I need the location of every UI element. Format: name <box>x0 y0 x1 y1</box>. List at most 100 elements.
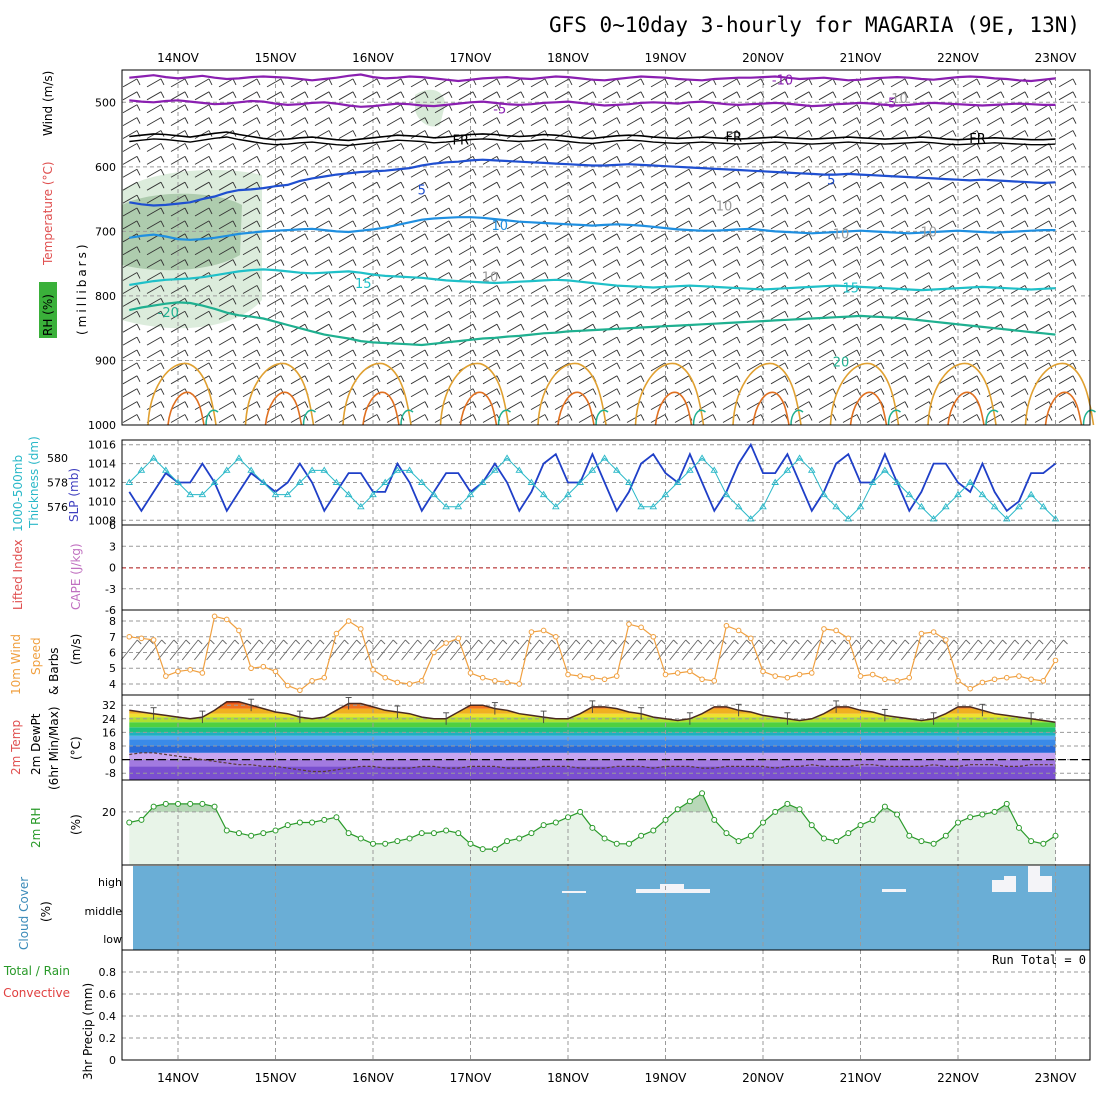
wind-barb <box>818 155 837 165</box>
wind-barb <box>146 310 165 320</box>
wind10m-point <box>565 671 571 678</box>
wind-barb <box>1034 349 1053 359</box>
wind-barb <box>410 414 429 423</box>
rh2m-point <box>820 835 827 842</box>
warm-contour <box>654 391 693 426</box>
rh2m-point <box>491 846 498 853</box>
wind-barb <box>938 323 957 333</box>
wind10m-point <box>248 665 254 672</box>
wind-barb <box>962 414 981 423</box>
wind10m-barb <box>986 639 1003 661</box>
wind-barb <box>866 155 885 165</box>
wind10m-barb <box>364 639 382 661</box>
wind-barb <box>890 414 909 423</box>
wind-barb <box>266 220 285 230</box>
wind10m-barb <box>571 639 589 661</box>
wind-barb <box>434 401 453 411</box>
wind10m-barb-flag <box>660 639 666 645</box>
wind-barb <box>938 78 957 88</box>
wind-barb <box>674 401 693 411</box>
wind-barb <box>1010 181 1029 191</box>
wind-barb <box>962 297 981 307</box>
wind-barb <box>482 207 501 217</box>
cloud-gap <box>1040 876 1052 892</box>
wind10m-barb-flag <box>429 639 435 645</box>
wind-barb <box>746 388 765 398</box>
wind10m-barb <box>644 639 662 661</box>
wind-barb <box>962 78 981 88</box>
thickness-line <box>128 457 1056 520</box>
temperature-band <box>129 722 1056 728</box>
wind-barb <box>1058 181 1077 191</box>
wind-barb <box>266 155 285 165</box>
wind-barb <box>266 310 285 320</box>
wind-barb <box>338 362 357 372</box>
wind-barb <box>626 362 645 372</box>
wind-barb <box>530 310 549 320</box>
wind-barb <box>770 233 789 243</box>
wind-barb <box>386 155 405 165</box>
wind-barb <box>218 401 237 411</box>
rh2m-point <box>589 824 596 831</box>
wind-barb <box>554 401 573 411</box>
wind10m-tick-label: 8 <box>109 615 116 628</box>
wind-barb <box>674 104 693 114</box>
wind-barb <box>698 155 717 165</box>
wind-barb <box>626 168 645 178</box>
wind-barb <box>122 220 141 230</box>
warm-contour <box>264 391 303 426</box>
rh2m-point <box>650 827 657 834</box>
wind-barb <box>194 388 213 398</box>
wind-barb <box>170 285 189 294</box>
cloud-cover-fill <box>133 866 1090 950</box>
rh2m-point <box>577 808 584 815</box>
wind-barb <box>1034 130 1053 139</box>
wind-barb <box>602 246 621 256</box>
wind-barb <box>698 207 717 217</box>
wind-barb <box>482 349 501 359</box>
rh2m-point <box>394 838 401 845</box>
wind10m-point <box>394 679 401 686</box>
wind10m-barb <box>254 639 272 661</box>
wind-barb <box>146 104 165 114</box>
wind10m-barb-flag <box>405 639 410 645</box>
wind-barb <box>194 259 213 269</box>
wind-barb <box>314 414 333 423</box>
wind-barb <box>218 168 237 178</box>
wind10m-point <box>638 624 644 631</box>
wind-barb <box>746 310 765 320</box>
wind10m-point <box>979 679 986 686</box>
wind-barb <box>722 272 741 281</box>
cloud-gap <box>660 884 684 893</box>
thickness-point <box>1039 502 1048 510</box>
temperature-band <box>129 735 1056 740</box>
wind-barb <box>722 130 741 139</box>
wind-barb <box>578 362 597 372</box>
wind-barb <box>506 130 525 139</box>
wind-barb <box>386 310 405 320</box>
temp2m-tick-label: 32 <box>102 699 116 712</box>
wind-barb <box>554 91 573 101</box>
wind-barb <box>314 233 333 243</box>
wind-barb <box>170 130 189 139</box>
wind-barb <box>722 233 741 243</box>
wind-barb <box>290 143 309 152</box>
wind10m-barb <box>913 639 930 661</box>
wind10m-label-c: & Barbs <box>47 647 61 695</box>
thickness-point <box>771 478 779 485</box>
wind-barb <box>962 246 981 256</box>
wind10m-point <box>882 676 888 683</box>
wind-barb <box>890 130 909 139</box>
wind-barb <box>482 272 501 281</box>
wind-barb <box>290 336 309 346</box>
wind-barb <box>458 349 477 359</box>
wind-barb <box>554 78 573 88</box>
thickness-point <box>210 478 219 485</box>
wind10m-barb <box>303 639 321 661</box>
isotherm-label: 5 <box>418 183 426 198</box>
date-label-top: 19NOV <box>645 51 687 65</box>
wind-barb <box>698 349 717 359</box>
rh2m-point <box>479 846 486 853</box>
wind10m-point <box>126 633 133 640</box>
wind-barb <box>698 272 717 281</box>
